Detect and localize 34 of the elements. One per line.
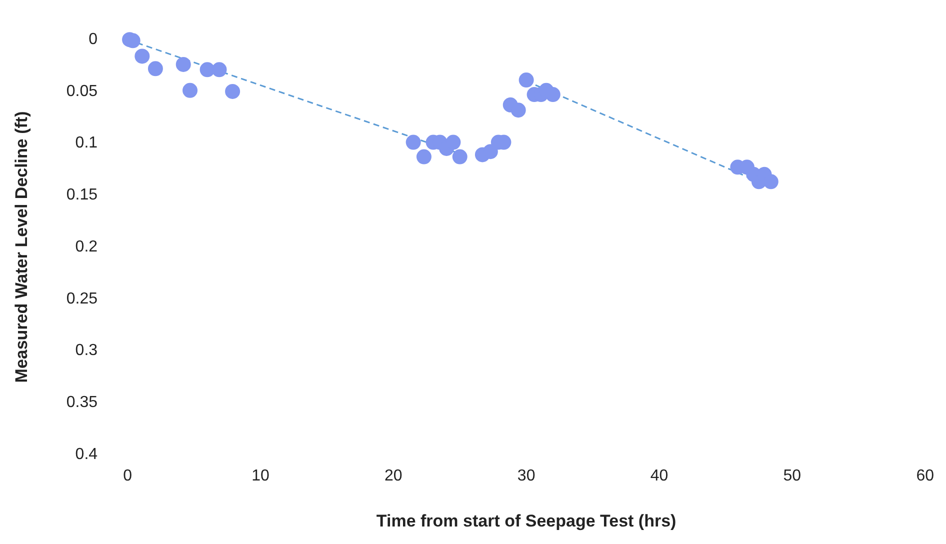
point [452, 149, 468, 164]
point [406, 134, 421, 150]
point [212, 62, 227, 78]
x-tick-label: 20 [384, 467, 402, 484]
point [518, 72, 534, 88]
point [763, 174, 778, 190]
y-tick-label: 0.05 [66, 82, 98, 100]
y-tick-label: 0.15 [66, 186, 98, 204]
x-tick-label: 40 [650, 467, 668, 484]
point [200, 62, 215, 78]
point [182, 82, 198, 98]
point [148, 61, 163, 76]
point [446, 134, 461, 150]
point [545, 87, 560, 102]
y-tick-label: 0.25 [66, 290, 98, 308]
point [225, 84, 240, 99]
y-tick-label: 0.1 [75, 134, 98, 152]
point [416, 149, 432, 164]
point [176, 56, 191, 72]
x-tick-label: 60 [916, 467, 934, 484]
y-tick-label: 0.3 [75, 342, 98, 360]
x-tick-label: 50 [783, 467, 802, 484]
point [134, 48, 150, 64]
y-tick-label: 0.2 [75, 238, 98, 256]
x-tick-label: 0 [123, 467, 132, 484]
y-tick-label: 0.4 [75, 446, 98, 463]
x-tick-label: 10 [252, 467, 270, 484]
y-tick-label: 0.35 [66, 394, 98, 411]
y-tick-label: 0 [88, 31, 98, 48]
point [482, 144, 498, 160]
x-tick-label: 30 [517, 467, 536, 484]
x-axis-title: Time from start of Seepage Test (hrs) [376, 511, 676, 530]
y-axis-title: Measured Water Level Decline (ft) [12, 111, 31, 383]
point [510, 102, 526, 118]
